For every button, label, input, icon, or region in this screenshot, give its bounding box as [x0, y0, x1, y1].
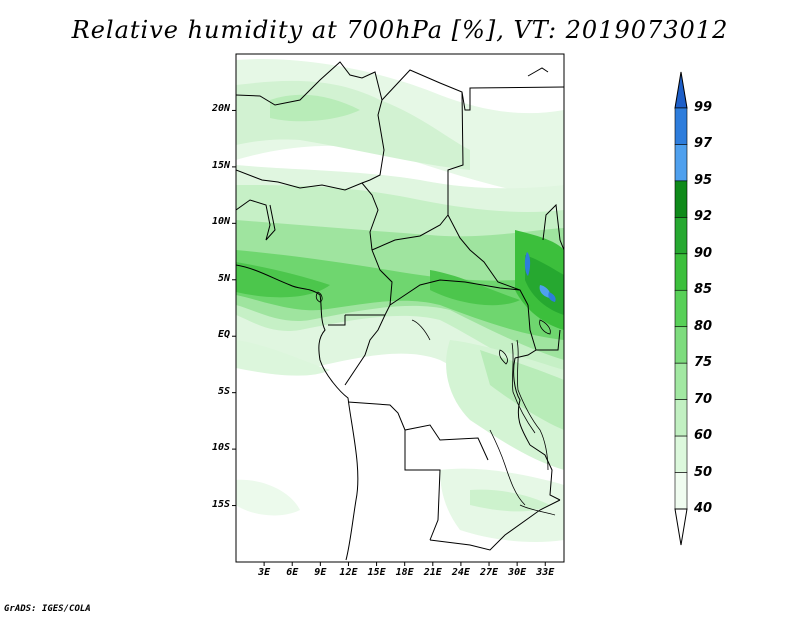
lon-label: 24E [451, 567, 470, 578]
colorbar-segment [674, 217, 688, 255]
colorbar-segment [674, 253, 688, 291]
colorbar-segment [674, 144, 688, 182]
colorbar-label: 80 [694, 318, 713, 334]
lon-label: 12E [339, 567, 358, 578]
grads-credit: GrADS: IGES/COLA [4, 604, 91, 614]
colorbar-label: 97 [694, 136, 713, 152]
lon-label: 27E [479, 567, 499, 578]
humidity-field [236, 54, 564, 562]
colorbar-top-arrow [674, 71, 688, 109]
colorbar-label: 95 [694, 172, 713, 188]
colorbar-bottom-arrow [674, 508, 688, 546]
colorbar-label: 40 [694, 501, 713, 516]
lat-label: 15N [211, 159, 230, 171]
map-frame [235, 53, 565, 563]
lon-label: 3E [258, 567, 271, 578]
lon-label: 9E [314, 567, 327, 578]
colorbar-segment [674, 362, 688, 400]
colorbar [674, 71, 688, 546]
lat-label: 10S [211, 442, 230, 454]
colorbar-label: 50 [694, 464, 713, 480]
colorbar-segment [674, 472, 688, 510]
axis-ticks [232, 109, 546, 566]
colorbar-label: 92 [694, 209, 713, 225]
colorbar-segment [674, 326, 688, 364]
lakes-rivers [315, 291, 556, 516]
colorbar-label: 75 [694, 355, 713, 371]
lat-label: 5S [217, 385, 230, 397]
lat-label: 15S [211, 498, 230, 510]
lon-label: 6E [286, 567, 299, 578]
colorbar-label: 90 [694, 245, 713, 261]
lat-label: 10N [211, 216, 230, 228]
colorbar-label: 70 [694, 391, 713, 407]
map-title: Relative humidity at 700hPa [%], VT: 201… [71, 16, 729, 44]
lon-label: 15E [367, 567, 386, 578]
lon-label: 18E [395, 567, 414, 578]
colorbar-label: 99 [694, 100, 713, 115]
colorbar-label: 85 [694, 282, 713, 298]
lon-label: 30E [508, 567, 527, 578]
colorbar-segment [674, 107, 688, 145]
lon-label: 21E [423, 567, 442, 578]
lat-label: EQ [217, 329, 230, 341]
colorbar-segment [674, 180, 688, 218]
lon-label: 33E [536, 567, 555, 578]
lat-label: 5N [217, 272, 230, 284]
lat-label: 20N [211, 103, 230, 115]
colorbar-segment [674, 289, 688, 328]
colorbar-segment [674, 399, 688, 437]
colorbar-label: 60 [694, 428, 713, 444]
colorbar-segment [674, 435, 688, 473]
country-boundaries [236, 61, 564, 561]
